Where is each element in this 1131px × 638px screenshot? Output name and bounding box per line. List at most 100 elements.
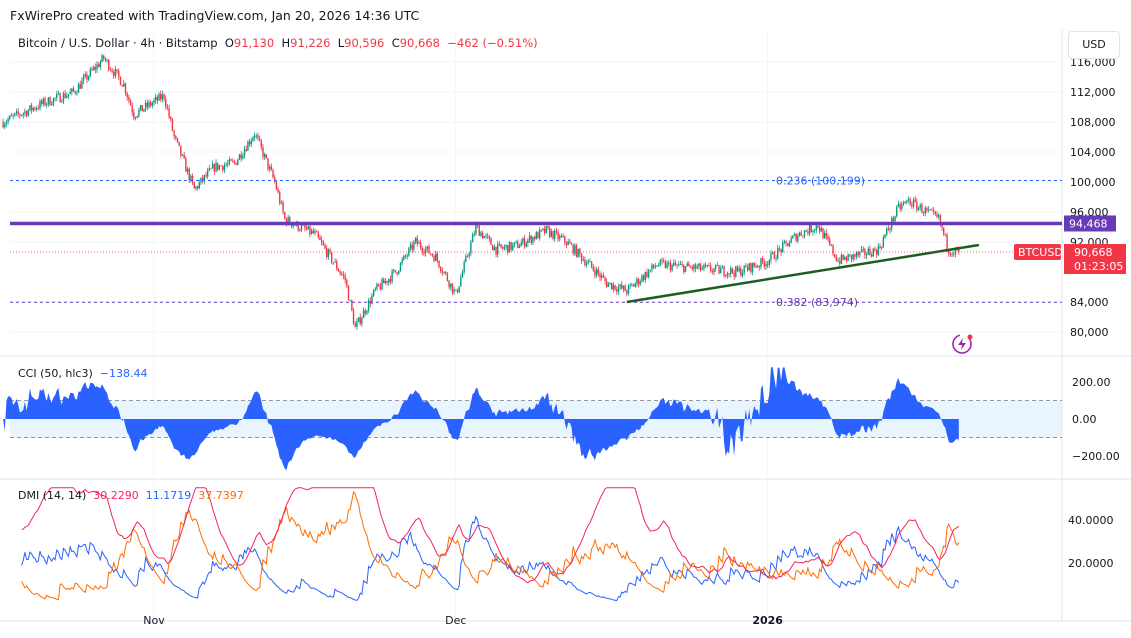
candle-body (756, 266, 759, 268)
candle-body (451, 283, 454, 293)
candle-body (632, 284, 635, 287)
candle-body (468, 253, 470, 257)
candle-body (652, 264, 655, 268)
candle-body (657, 265, 660, 267)
candle-body (399, 262, 402, 271)
candle-body (745, 265, 747, 268)
candle-body (810, 224, 812, 232)
candle-body (500, 244, 502, 248)
candle-body (540, 229, 543, 231)
candle-body (206, 170, 209, 177)
candle-body (611, 282, 613, 290)
candle-body (805, 230, 807, 232)
candle-body (808, 224, 811, 234)
candle-body (443, 272, 445, 273)
candle-body (232, 160, 234, 162)
candle-body (163, 94, 165, 99)
replay-lightning-icon[interactable] (952, 334, 973, 354)
candle-body (668, 262, 670, 264)
candle-body (850, 254, 853, 260)
candle-body (602, 275, 605, 278)
candle-body (807, 231, 809, 234)
candle-body (507, 245, 509, 253)
candle-body (369, 300, 371, 304)
candle-body (802, 235, 804, 237)
candle-body (594, 270, 596, 276)
candle-body (52, 98, 55, 105)
candle-body (793, 234, 796, 236)
candle-body (180, 145, 182, 156)
y-tick-label: 104,000 (1070, 146, 1116, 159)
candle-body (59, 93, 61, 103)
candle-body (56, 94, 58, 98)
candle-body (247, 141, 249, 151)
candle-body (580, 253, 583, 261)
y-tick-label: 92,000 (1070, 236, 1109, 249)
candle-body (924, 207, 926, 214)
candle-body (17, 111, 19, 115)
candle-body (166, 106, 169, 109)
candle-body (743, 265, 745, 273)
candle-body (440, 267, 442, 272)
close-label: C (391, 36, 400, 50)
candle-body (828, 239, 831, 245)
candle-body (641, 275, 643, 282)
icon-ring (952, 334, 972, 354)
candle-body (775, 258, 777, 260)
candle-body (629, 284, 631, 286)
candle-body (825, 233, 828, 237)
candle-body (636, 278, 638, 284)
candle-body (436, 253, 439, 261)
candle-body (191, 175, 194, 183)
candle-body (946, 234, 948, 249)
candle-body (552, 230, 554, 239)
candle-body (324, 245, 326, 249)
candle-body (4, 124, 6, 128)
candle-body (57, 93, 60, 95)
candle-body (899, 203, 901, 209)
candle-body (917, 207, 920, 211)
candle-body (870, 254, 873, 257)
candle-body (706, 265, 708, 267)
candle-body (855, 252, 858, 257)
candle-body (532, 237, 534, 243)
candle-body (669, 262, 672, 271)
candle-body (282, 202, 284, 213)
candle-body (428, 246, 430, 254)
candle-body (753, 263, 755, 267)
candle-body (81, 80, 83, 89)
candle-body (884, 234, 886, 238)
candle-body (716, 265, 719, 266)
candle-body (689, 266, 692, 268)
candle-body (277, 189, 279, 193)
candle-body (438, 260, 440, 268)
cci-value: −138.44 (99, 367, 148, 380)
candle-body (832, 245, 834, 255)
candle-body (698, 263, 700, 267)
symbol-title[interactable]: Bitcoin / U.S. Dollar · 4h · Bitstamp (18, 36, 218, 50)
candle-body (129, 100, 132, 106)
y-tick-label: 96,000 (1070, 206, 1109, 219)
candle-body (5, 122, 8, 125)
candle-body (609, 282, 611, 284)
candle-body (280, 202, 283, 204)
candle-body (646, 272, 648, 277)
candle-body (723, 266, 725, 276)
candle-body (488, 236, 491, 239)
candle-body (419, 242, 422, 248)
candle-body (94, 67, 97, 70)
currency-button[interactable]: USD (1068, 31, 1120, 59)
candle-body (146, 102, 148, 107)
candle-body (891, 217, 893, 229)
dmi-legend: DMI (14, 14) 30.2290 11.1719 37.7397 (18, 489, 244, 502)
candle-body (683, 264, 685, 273)
candle-body (76, 92, 78, 94)
candle-body (671, 264, 673, 271)
candle-body (817, 225, 819, 228)
candle-body (393, 269, 395, 272)
candle-body (631, 284, 633, 286)
candle-body (445, 272, 447, 274)
candle-body (64, 93, 66, 98)
candle-body (771, 252, 774, 254)
